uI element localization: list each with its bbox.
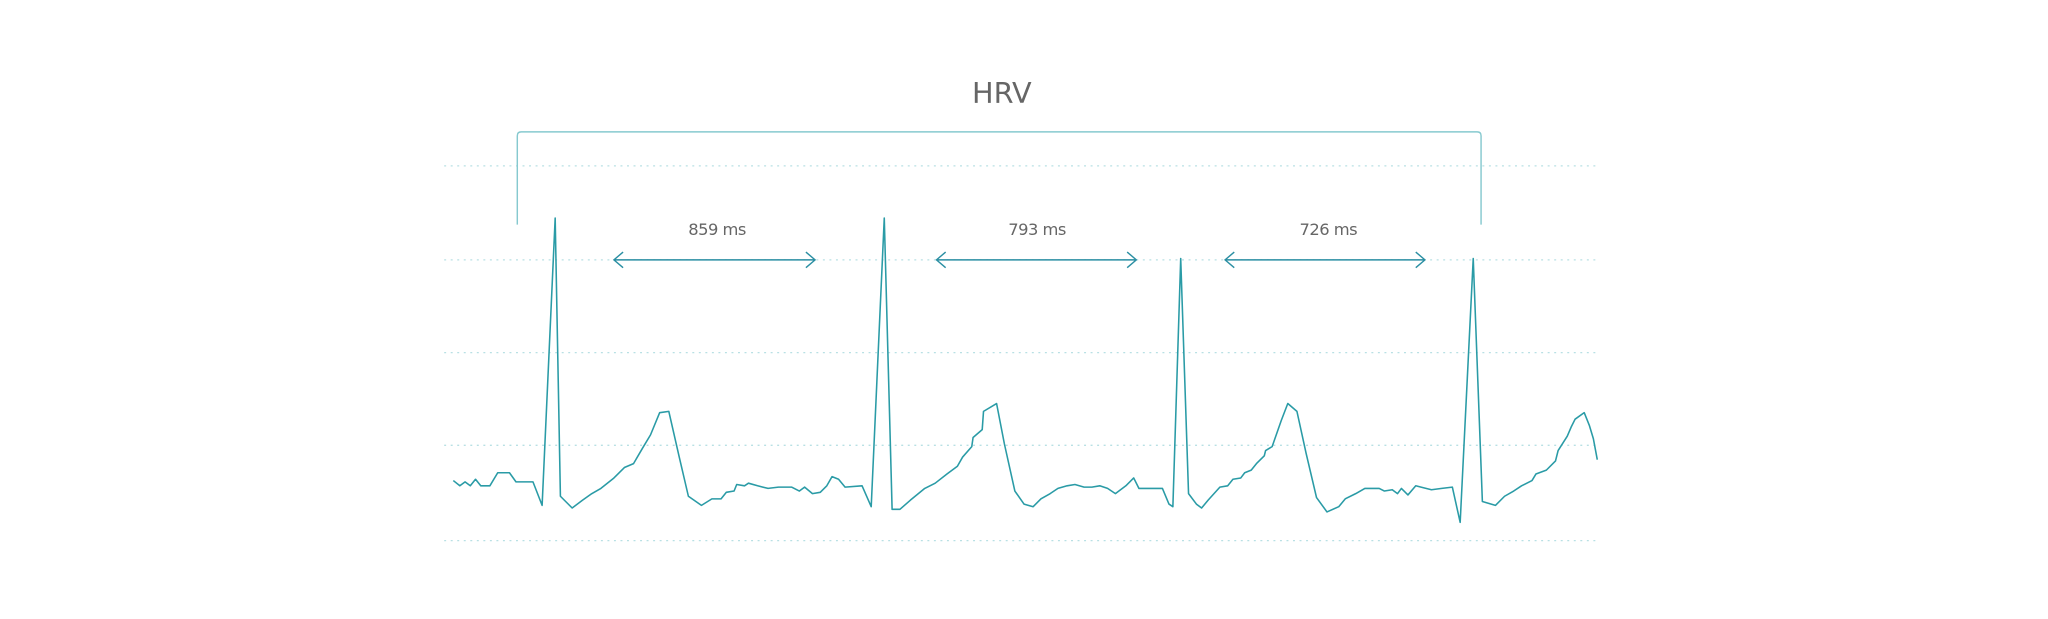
ecg-trace (452, 217, 1599, 524)
interval-label: 859 ms (688, 220, 746, 239)
interval-2: 793 ms (935, 220, 1138, 269)
interval-arrow (1224, 251, 1427, 269)
title: HRV (972, 76, 1032, 110)
interval-3: 726 ms (1224, 220, 1427, 269)
interval-label: 793 ms (1008, 220, 1066, 239)
hrv-bracket (516, 131, 1482, 225)
interval-label: 726 ms (1299, 220, 1357, 239)
interval-1: 859 ms (612, 220, 817, 269)
interval-arrow (612, 251, 817, 269)
interval-arrow (935, 251, 1138, 269)
